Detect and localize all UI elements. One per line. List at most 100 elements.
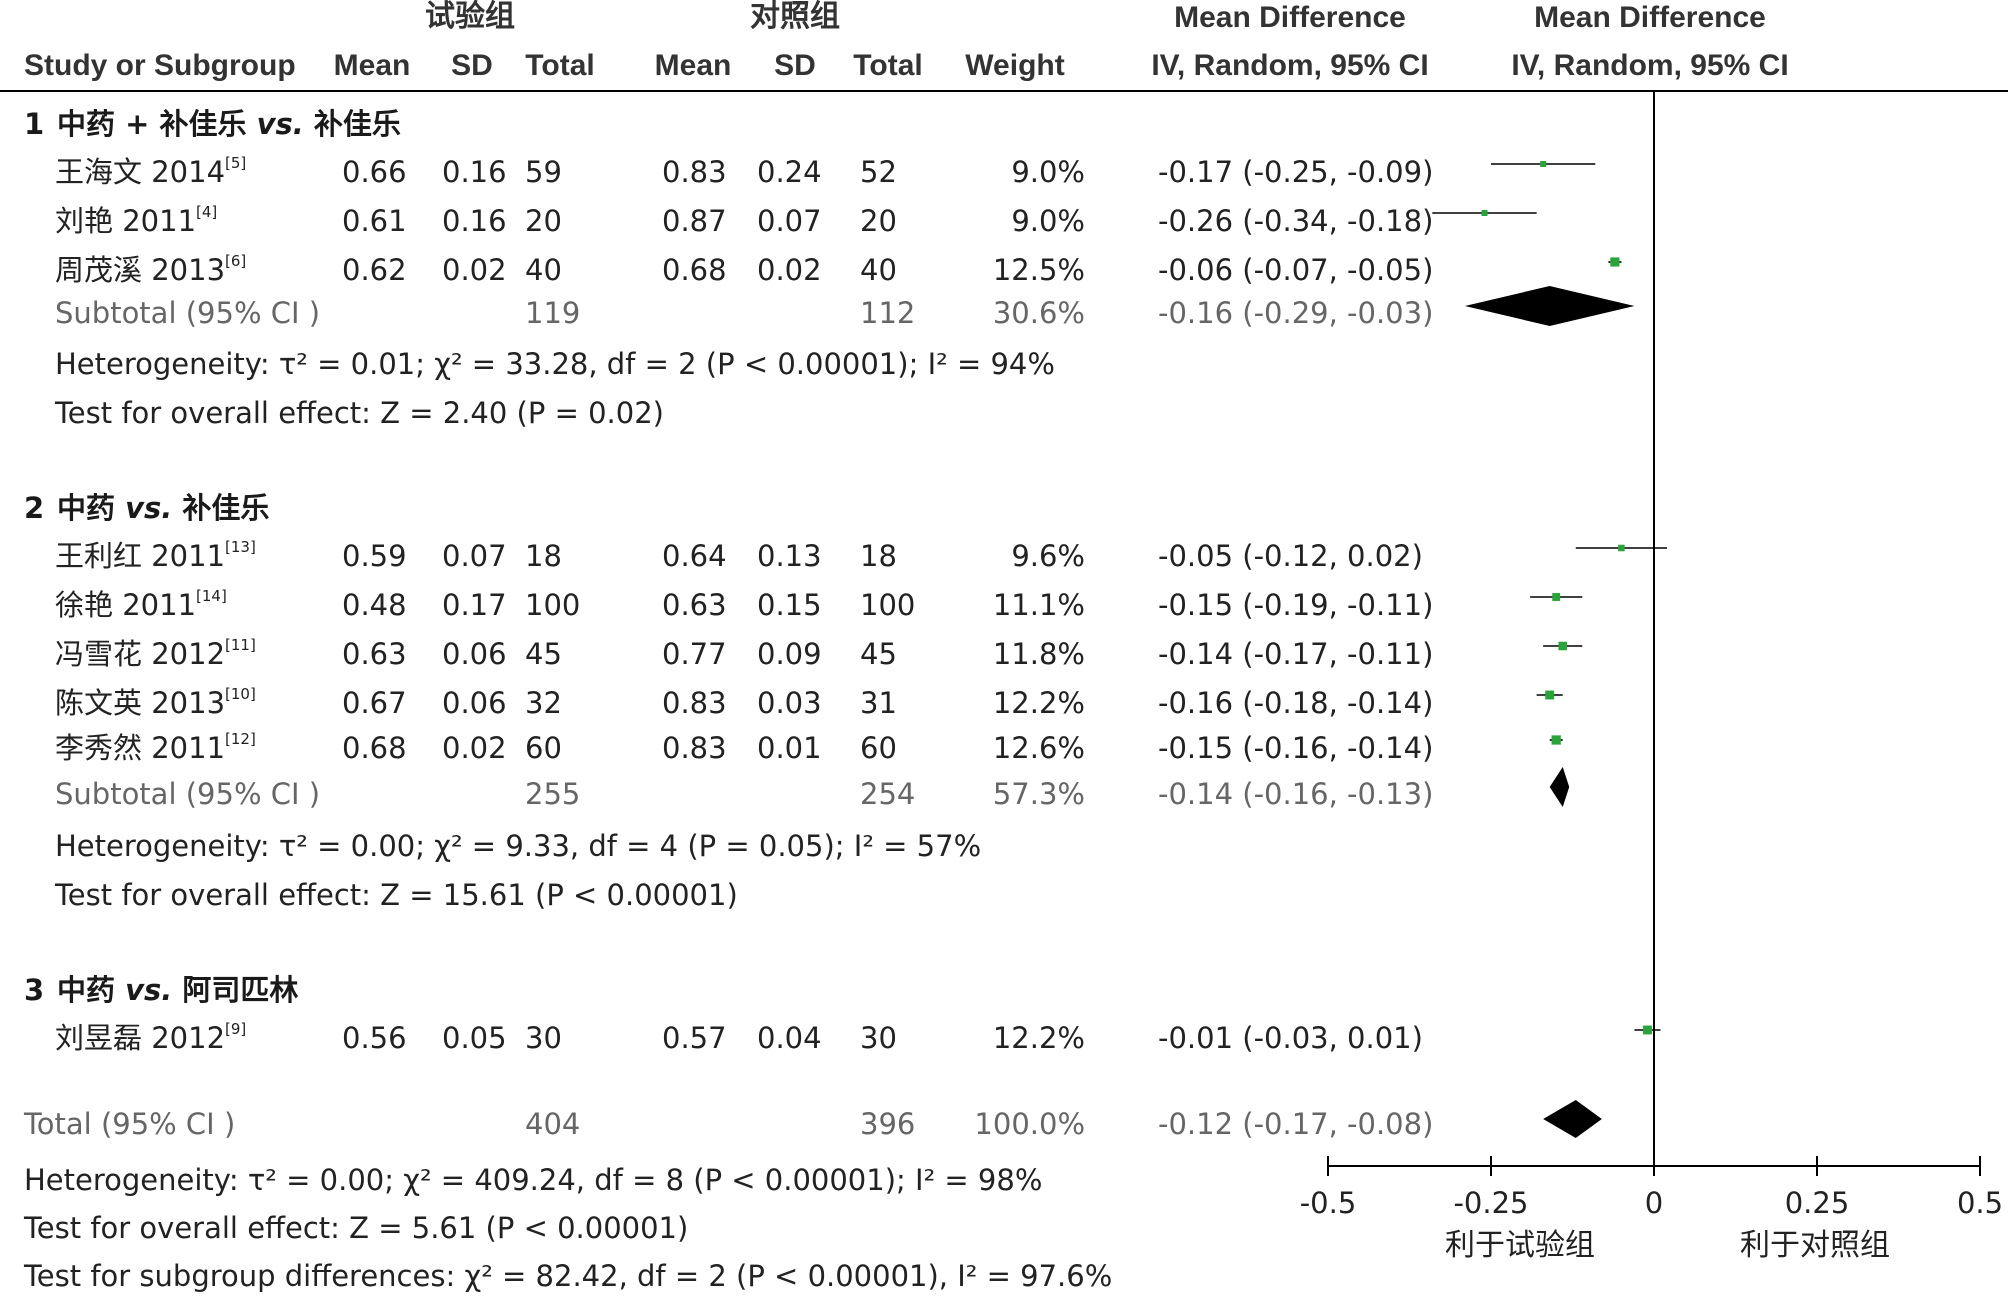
study-mean-exp: 0.62	[342, 253, 407, 287]
subgroup-label-b: 补佳乐	[303, 107, 401, 141]
study-sd-exp: 0.02	[442, 731, 507, 765]
subtotal-total-exp: 255	[525, 777, 581, 811]
study-sd-ctrl: 0.09	[757, 637, 822, 671]
study-sd-exp: 0.07	[442, 539, 507, 573]
subgroup-overall-effect: Test for overall effect: Z = 2.40 (P = 0…	[55, 396, 664, 430]
header-sd-ctrl: SD	[774, 49, 816, 82]
study-weight: 12.2%	[992, 1021, 1085, 1055]
subgroup-label: 中药 vs. 阿司匹林	[57, 976, 298, 1005]
study-reference: [13]	[225, 538, 256, 556]
study-ci: -0.17 (-0.25, -0.09)	[1158, 155, 1434, 189]
x-tick-label: -0.5	[1299, 1186, 1357, 1220]
study-name-text: 王利红 2011	[55, 539, 226, 573]
header-mean-ctrl: Mean	[654, 49, 732, 82]
study-name-text: 陈文英 2013	[55, 686, 226, 720]
header-sd-exp: SD	[451, 49, 493, 82]
study-ci: -0.15 (-0.19, -0.11)	[1158, 588, 1434, 622]
study-name: 冯雪花 2012[11]	[55, 637, 256, 671]
header-md-title: Mean Difference	[1174, 1, 1406, 34]
study-total-exp: 59	[525, 155, 562, 189]
study-name-text: 周茂溪 2013	[55, 253, 226, 287]
subtotal-diamond	[1549, 767, 1570, 807]
subgroup-heterogeneity: Heterogeneity: τ² = 0.01; χ² = 33.28, df…	[55, 347, 1055, 381]
subgroup-label-a: 中药	[57, 491, 126, 525]
total-ci: -0.12 (-0.17, -0.08)	[1158, 1107, 1434, 1141]
study-total-ctrl: 60	[860, 731, 897, 765]
study-ci: -0.01 (-0.03, 0.01)	[1158, 1021, 1423, 1055]
header-plot-title: Mean Difference	[1534, 1, 1766, 34]
study-name-text: 冯雪花 2012	[55, 637, 226, 671]
study-sd-exp: 0.17	[442, 588, 507, 622]
subgroup-label-b: 阿司匹林	[172, 973, 299, 1007]
favours-left-label: 利于试验组	[1445, 1228, 1595, 1263]
study-sd-ctrl: 0.13	[757, 539, 822, 573]
study-mean-ctrl: 0.68	[662, 253, 727, 287]
study-mean-exp: 0.66	[342, 155, 407, 189]
study-weight: 9.0%	[1011, 204, 1085, 238]
subgroup-number: 2	[24, 491, 45, 525]
study-weight: 9.6%	[1011, 539, 1085, 573]
study-mean-exp: 0.48	[342, 588, 407, 622]
study-total-exp: 100	[525, 588, 581, 622]
study-square	[1610, 257, 1620, 267]
header-study: Study or Subgroup	[24, 49, 296, 82]
header-total-ctrl: Total	[853, 49, 923, 82]
study-name: 徐艳 2011[14]	[55, 588, 227, 622]
study-reference: [14]	[196, 587, 227, 605]
study-total-exp: 45	[525, 637, 562, 671]
study-mean-ctrl: 0.87	[662, 204, 727, 238]
study-total-ctrl: 40	[860, 253, 897, 287]
study-sd-exp: 0.02	[442, 253, 507, 287]
study-ci: -0.26 (-0.34, -0.18)	[1158, 204, 1434, 238]
study-reference: [5]	[225, 154, 247, 172]
study-name: 周茂溪 2013[6]	[55, 253, 246, 287]
study-ci: -0.16 (-0.18, -0.14)	[1158, 686, 1434, 720]
study-sd-ctrl: 0.07	[757, 204, 822, 238]
subtotal-ci: -0.16 (-0.29, -0.03)	[1158, 296, 1434, 330]
study-mean-exp: 0.63	[342, 637, 407, 671]
x-tick-label: -0.25	[1453, 1186, 1529, 1220]
study-weight: 12.5%	[992, 253, 1085, 287]
total-diamond	[1543, 1100, 1602, 1138]
subgroup-label: 中药 + 补佳乐 vs. 补佳乐	[57, 110, 401, 139]
subgroup-number: 1	[24, 107, 45, 141]
subgroup-label-vs: vs.	[125, 973, 173, 1007]
study-name-text: 刘艳 2011	[55, 204, 197, 238]
study-ci: -0.05 (-0.12, 0.02)	[1158, 539, 1423, 573]
study-reference: [11]	[225, 636, 256, 654]
study-total-ctrl: 18	[860, 539, 897, 573]
study-reference: [6]	[225, 252, 247, 270]
study-total-exp: 20	[525, 204, 562, 238]
header-total-exp: Total	[525, 49, 595, 82]
study-square	[1545, 690, 1555, 700]
study-total-exp: 32	[525, 686, 562, 720]
study-total-exp: 40	[525, 253, 562, 287]
study-mean-exp: 0.67	[342, 686, 407, 720]
study-square	[1558, 641, 1567, 651]
subgroup-label-vs: vs.	[125, 491, 173, 525]
study-name-text: 徐艳 2011	[55, 588, 197, 622]
study-name-text: 刘昱磊 2012	[55, 1021, 226, 1055]
study-name: 李秀然 2011[12]	[55, 732, 256, 763]
subgroup-label-a: 中药 + 补佳乐	[57, 107, 257, 141]
study-reference: [12]	[225, 730, 256, 748]
study-sd-exp: 0.05	[442, 1021, 507, 1055]
study-mean-ctrl: 0.83	[662, 731, 727, 765]
header-weight: Weight	[965, 49, 1065, 82]
study-total-exp: 18	[525, 539, 562, 573]
study-ci: -0.15 (-0.16, -0.14)	[1158, 731, 1434, 765]
study-name: 王利红 2011[13]	[55, 539, 256, 573]
x-tick-label: 0	[1644, 1186, 1664, 1220]
study-square	[1481, 210, 1488, 216]
study-sd-exp: 0.06	[442, 686, 507, 720]
study-name-text: 王海文 2014	[55, 155, 226, 189]
header-mean-exp: Mean	[333, 49, 411, 82]
study-weight: 12.2%	[992, 686, 1085, 720]
study-weight: 12.6%	[992, 731, 1085, 765]
study-square	[1643, 1025, 1652, 1035]
x-tick-label: 0.5	[1956, 1186, 2004, 1220]
study-sd-ctrl: 0.04	[757, 1021, 822, 1055]
subgroup-label-vs: vs.	[256, 107, 304, 141]
study-total-exp: 30	[525, 1021, 562, 1055]
